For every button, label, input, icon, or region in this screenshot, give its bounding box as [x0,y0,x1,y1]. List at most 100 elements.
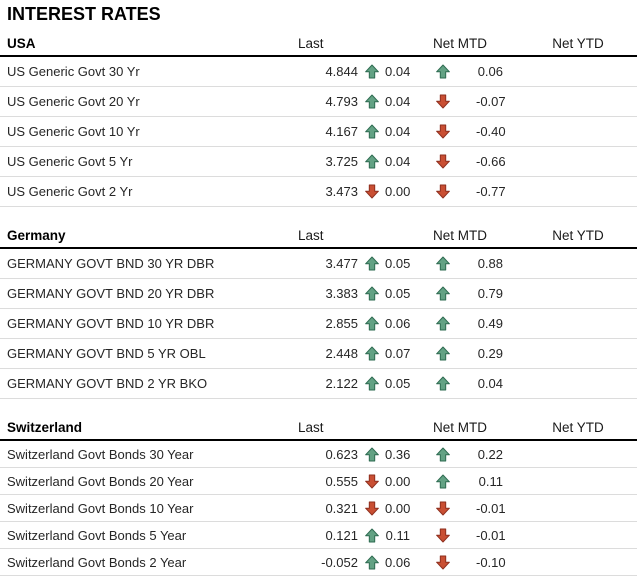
net-mtd-value: 0.07 [385,346,411,361]
up-arrow-icon [358,528,385,543]
net-mtd-value: 0.05 [385,256,411,271]
sections-container: USA Last Net MTD Net YTD US Generic Govt… [0,33,637,576]
up-arrow-icon [358,346,385,361]
net-ytd-value: -0.66 [476,154,506,169]
table-row: US Generic Govt 2 Yr 3.473 0.00 -0.77 [0,177,637,207]
last-value: 3.725 [325,154,358,169]
last-value: 0.623 [325,446,358,462]
up-arrow-icon [358,447,385,462]
net-mtd-value: 0.11 [385,527,410,543]
last-value: 0.555 [325,473,358,489]
up-arrow-icon [358,256,385,271]
up-arrow-icon [410,286,476,301]
down-arrow-icon [358,474,385,489]
up-arrow-icon [410,447,476,462]
instrument-label: Switzerland Govt Bonds 20 Year [7,473,194,489]
up-arrow-icon [410,376,476,391]
net-ytd-value: 0.22 [477,446,503,462]
column-header-net-mtd: Net MTD [433,36,487,51]
table-row: Switzerland Govt Bonds 20 Year 0.555 0.0… [0,468,637,495]
net-mtd-value: 0.04 [385,124,411,139]
column-header-net-mtd: Net MTD [433,420,487,435]
net-ytd-value: -0.10 [476,554,506,570]
down-arrow-icon [410,501,476,516]
up-arrow-icon [410,256,476,271]
net-mtd-value: 0.04 [385,64,411,79]
table-row: GERMANY GOVT BND 10 YR DBR 2.855 0.06 0.… [0,309,637,339]
net-ytd-value: 0.88 [477,256,503,271]
net-ytd-value: -0.07 [476,94,506,109]
up-arrow-icon [410,316,476,331]
down-arrow-icon [358,501,385,516]
instrument-label: US Generic Govt 10 Yr [7,124,140,139]
instrument-label: Switzerland Govt Bonds 2 Year [7,554,187,570]
last-value: -0.052 [321,554,358,570]
down-arrow-icon [410,184,476,199]
instrument-label: GERMANY GOVT BND 20 YR DBR [7,286,215,301]
last-value: 0.121 [325,527,358,543]
section-name: USA [7,36,36,51]
table-row: US Generic Govt 20 Yr 4.793 0.04 -0.07 [0,87,637,117]
up-arrow-icon [410,64,476,79]
down-arrow-icon [358,184,385,199]
section-name: Switzerland [7,420,83,435]
down-arrow-icon [410,124,476,139]
section-header-row: Switzerland Last Net MTD Net YTD [0,417,637,441]
net-ytd-value: 0.04 [477,376,503,391]
net-ytd-value: 0.11 [478,473,503,489]
instrument-label: GERMANY GOVT BND 10 YR DBR [7,316,215,331]
last-value: 3.477 [325,256,358,271]
up-arrow-icon [358,124,385,139]
column-header-net-ytd: Net YTD [552,228,604,243]
last-value: 3.383 [325,286,358,301]
net-ytd-value: -0.77 [476,184,506,199]
down-arrow-icon [410,94,476,109]
table-row: US Generic Govt 30 Yr 4.844 0.04 0.06 [0,57,637,87]
last-value: 3.473 [325,184,358,199]
last-value: 4.793 [325,94,358,109]
table-row: GERMANY GOVT BND 20 YR DBR 3.383 0.05 0.… [0,279,637,309]
up-arrow-icon [358,64,385,79]
table-row: GERMANY GOVT BND 5 YR OBL 2.448 0.07 0.2… [0,339,637,369]
net-mtd-value: 0.06 [385,316,411,331]
net-ytd-value: 0.29 [477,346,503,361]
table-row: Switzerland Govt Bonds 5 Year 0.121 0.11… [0,522,637,549]
down-arrow-icon [410,528,476,543]
section-rows: Switzerland Govt Bonds 30 Year 0.623 0.3… [0,441,637,576]
up-arrow-icon [358,555,385,570]
up-arrow-icon [410,474,476,489]
section-rows: US Generic Govt 30 Yr 4.844 0.04 0.06 US… [0,57,637,207]
column-header-last: Last [298,228,324,243]
instrument-label: Switzerland Govt Bonds 5 Year [7,527,187,543]
instrument-label: GERMANY GOVT BND 2 YR BKO [7,376,208,391]
net-mtd-value: 0.36 [385,446,411,462]
column-header-net-ytd: Net YTD [552,420,604,435]
net-ytd-value: 0.06 [477,64,503,79]
net-ytd-value: -0.01 [476,527,506,543]
section-rows: GERMANY GOVT BND 30 YR DBR 3.477 0.05 0.… [0,249,637,399]
instrument-label: GERMANY GOVT BND 30 YR DBR [7,256,215,271]
instrument-label: GERMANY GOVT BND 5 YR OBL [7,346,206,361]
net-mtd-value: 0.00 [385,473,411,489]
down-arrow-icon [410,555,476,570]
instrument-label: US Generic Govt 20 Yr [7,94,140,109]
section-header-row: Germany Last Net MTD Net YTD [0,225,637,249]
table-row: Switzerland Govt Bonds 30 Year 0.623 0.3… [0,441,637,468]
net-mtd-value: 0.00 [385,500,411,516]
rate-section: Germany Last Net MTD Net YTD GERMANY GOV… [0,225,637,399]
instrument-label: Switzerland Govt Bonds 30 Year [7,446,194,462]
section-header-row: USA Last Net MTD Net YTD [0,33,637,57]
page-title: INTEREST RATES [7,4,161,24]
table-row: US Generic Govt 5 Yr 3.725 0.04 -0.66 [0,147,637,177]
net-mtd-value: 0.05 [385,376,411,391]
column-header-last: Last [298,420,324,435]
table-row: GERMANY GOVT BND 30 YR DBR 3.477 0.05 0.… [0,249,637,279]
up-arrow-icon [358,316,385,331]
net-ytd-value: -0.01 [476,500,506,516]
last-value: 4.844 [325,64,358,79]
net-ytd-value: -0.40 [476,124,506,139]
rate-section: USA Last Net MTD Net YTD US Generic Govt… [0,33,637,207]
last-value: 0.321 [325,500,358,516]
section-name: Germany [7,228,66,243]
last-value: 2.122 [325,376,358,391]
